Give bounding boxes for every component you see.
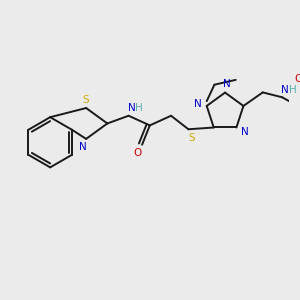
Text: H: H [135, 103, 143, 113]
Text: O: O [294, 74, 300, 84]
Text: N: N [128, 103, 135, 113]
Text: N: N [223, 79, 231, 89]
Text: N: N [281, 85, 289, 94]
Text: O: O [133, 148, 141, 158]
Text: H: H [289, 85, 296, 94]
Text: N: N [241, 127, 249, 137]
Text: N: N [80, 142, 87, 152]
Text: S: S [188, 133, 195, 143]
Text: N: N [194, 99, 202, 109]
Text: S: S [83, 95, 89, 105]
